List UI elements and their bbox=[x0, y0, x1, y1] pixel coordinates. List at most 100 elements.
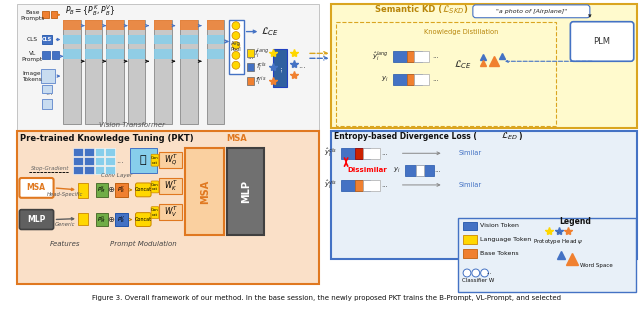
Bar bbox=[207, 49, 224, 59]
Circle shape bbox=[472, 269, 479, 277]
FancyBboxPatch shape bbox=[151, 181, 159, 193]
Bar bbox=[105, 148, 115, 156]
Circle shape bbox=[463, 269, 471, 277]
Text: Vision Token: Vision Token bbox=[479, 223, 518, 228]
Bar bbox=[17, 4, 319, 130]
Text: $f_i^{lang}$: $f_i^{lang}$ bbox=[253, 47, 269, 60]
Text: $\mathcal{L}_{ED}$: $\mathcal{L}_{ED}$ bbox=[501, 131, 518, 142]
Bar bbox=[154, 49, 172, 59]
Bar bbox=[406, 51, 414, 62]
Text: CLS: CLS bbox=[27, 37, 38, 42]
Bar bbox=[128, 20, 145, 124]
Text: ...: ... bbox=[487, 270, 492, 276]
Text: $f_i^{cls}$: $f_i^{cls}$ bbox=[255, 61, 267, 74]
Text: Head-Specific: Head-Specific bbox=[47, 192, 83, 197]
Text: $W_V^T$: $W_V^T$ bbox=[164, 204, 177, 219]
FancyBboxPatch shape bbox=[570, 22, 634, 61]
Bar bbox=[355, 180, 363, 191]
Text: Prompt Modulation: Prompt Modulation bbox=[110, 241, 177, 247]
Bar bbox=[363, 148, 380, 159]
Text: Classifier W: Classifier W bbox=[461, 278, 494, 283]
Text: $\mathcal{L}_{CE}$: $\mathcal{L}_{CE}$ bbox=[261, 25, 279, 38]
Bar bbox=[341, 180, 371, 191]
Bar bbox=[78, 213, 88, 225]
Text: ...: ... bbox=[433, 76, 439, 82]
Bar bbox=[42, 11, 49, 18]
Bar bbox=[73, 157, 83, 165]
Bar bbox=[246, 49, 255, 57]
Bar bbox=[84, 20, 102, 30]
Bar bbox=[95, 183, 108, 197]
Bar bbox=[363, 180, 380, 191]
Bar bbox=[332, 130, 637, 259]
Text: MLP: MLP bbox=[27, 215, 45, 224]
FancyBboxPatch shape bbox=[473, 5, 590, 18]
FancyBboxPatch shape bbox=[136, 183, 151, 197]
Bar bbox=[106, 49, 124, 59]
Bar bbox=[130, 148, 157, 173]
Bar bbox=[105, 166, 115, 174]
Bar bbox=[41, 69, 54, 83]
Text: MSA: MSA bbox=[200, 180, 210, 204]
Bar bbox=[84, 166, 93, 174]
Bar bbox=[246, 77, 255, 85]
Text: Similar: Similar bbox=[458, 182, 481, 188]
Bar bbox=[128, 49, 145, 59]
Bar bbox=[63, 35, 81, 44]
FancyBboxPatch shape bbox=[151, 207, 159, 218]
Text: Con
cat: Con cat bbox=[151, 183, 159, 191]
Bar bbox=[416, 165, 424, 176]
Bar bbox=[84, 20, 102, 124]
Text: ...: ... bbox=[276, 65, 283, 72]
Text: Base Tokens: Base Tokens bbox=[479, 251, 518, 256]
Bar bbox=[180, 20, 198, 30]
Text: Concat: Concat bbox=[135, 217, 152, 222]
Text: ⊕: ⊕ bbox=[108, 185, 115, 194]
Text: $W_Q^T$: $W_Q^T$ bbox=[164, 153, 177, 168]
Bar bbox=[207, 35, 224, 44]
Bar bbox=[355, 148, 363, 159]
Bar bbox=[115, 213, 128, 226]
Circle shape bbox=[232, 32, 240, 40]
Text: $P_M^G$: $P_M^G$ bbox=[97, 214, 106, 225]
Bar bbox=[128, 20, 145, 30]
Text: Dissimilar: Dissimilar bbox=[348, 167, 387, 173]
Text: 🐦: 🐦 bbox=[140, 155, 147, 165]
Bar bbox=[63, 20, 81, 124]
Bar bbox=[332, 4, 637, 128]
Bar bbox=[246, 63, 255, 71]
Bar bbox=[73, 148, 83, 156]
Text: "a photo of [Airplane]": "a photo of [Airplane]" bbox=[496, 9, 567, 14]
Text: PLM: PLM bbox=[593, 37, 610, 46]
Text: Features: Features bbox=[50, 241, 81, 247]
Bar bbox=[95, 148, 104, 156]
Bar bbox=[180, 20, 198, 124]
Bar bbox=[406, 74, 414, 85]
Text: ...: ... bbox=[556, 229, 561, 234]
Circle shape bbox=[232, 51, 240, 59]
Text: $y_i$: $y_i$ bbox=[393, 166, 401, 175]
Bar bbox=[95, 166, 104, 174]
Text: $f_i^{vis}$: $f_i^{vis}$ bbox=[255, 74, 267, 88]
Bar bbox=[207, 20, 224, 124]
FancyBboxPatch shape bbox=[136, 213, 151, 226]
Bar bbox=[159, 204, 182, 220]
Text: ): ) bbox=[518, 132, 522, 141]
Bar bbox=[207, 20, 224, 30]
Text: Generic: Generic bbox=[55, 222, 76, 227]
Bar bbox=[404, 165, 434, 176]
Text: MLP: MLP bbox=[241, 180, 251, 203]
FancyBboxPatch shape bbox=[19, 178, 54, 198]
Bar bbox=[463, 222, 477, 231]
Bar bbox=[105, 157, 115, 165]
Text: Pre-trained Knowledge Tuning (PKT): Pre-trained Knowledge Tuning (PKT) bbox=[20, 134, 194, 143]
Bar bbox=[95, 157, 104, 165]
Bar bbox=[84, 148, 93, 156]
Bar bbox=[159, 152, 182, 168]
Text: Con
cat: Con cat bbox=[151, 208, 159, 217]
FancyBboxPatch shape bbox=[151, 154, 159, 166]
Text: Vision Transformer: Vision Transformer bbox=[99, 121, 164, 128]
Text: CLS: CLS bbox=[42, 37, 52, 42]
Bar bbox=[414, 74, 429, 85]
Text: $\hat{y}_i^{lang}$: $\hat{y}_i^{lang}$ bbox=[372, 49, 389, 63]
